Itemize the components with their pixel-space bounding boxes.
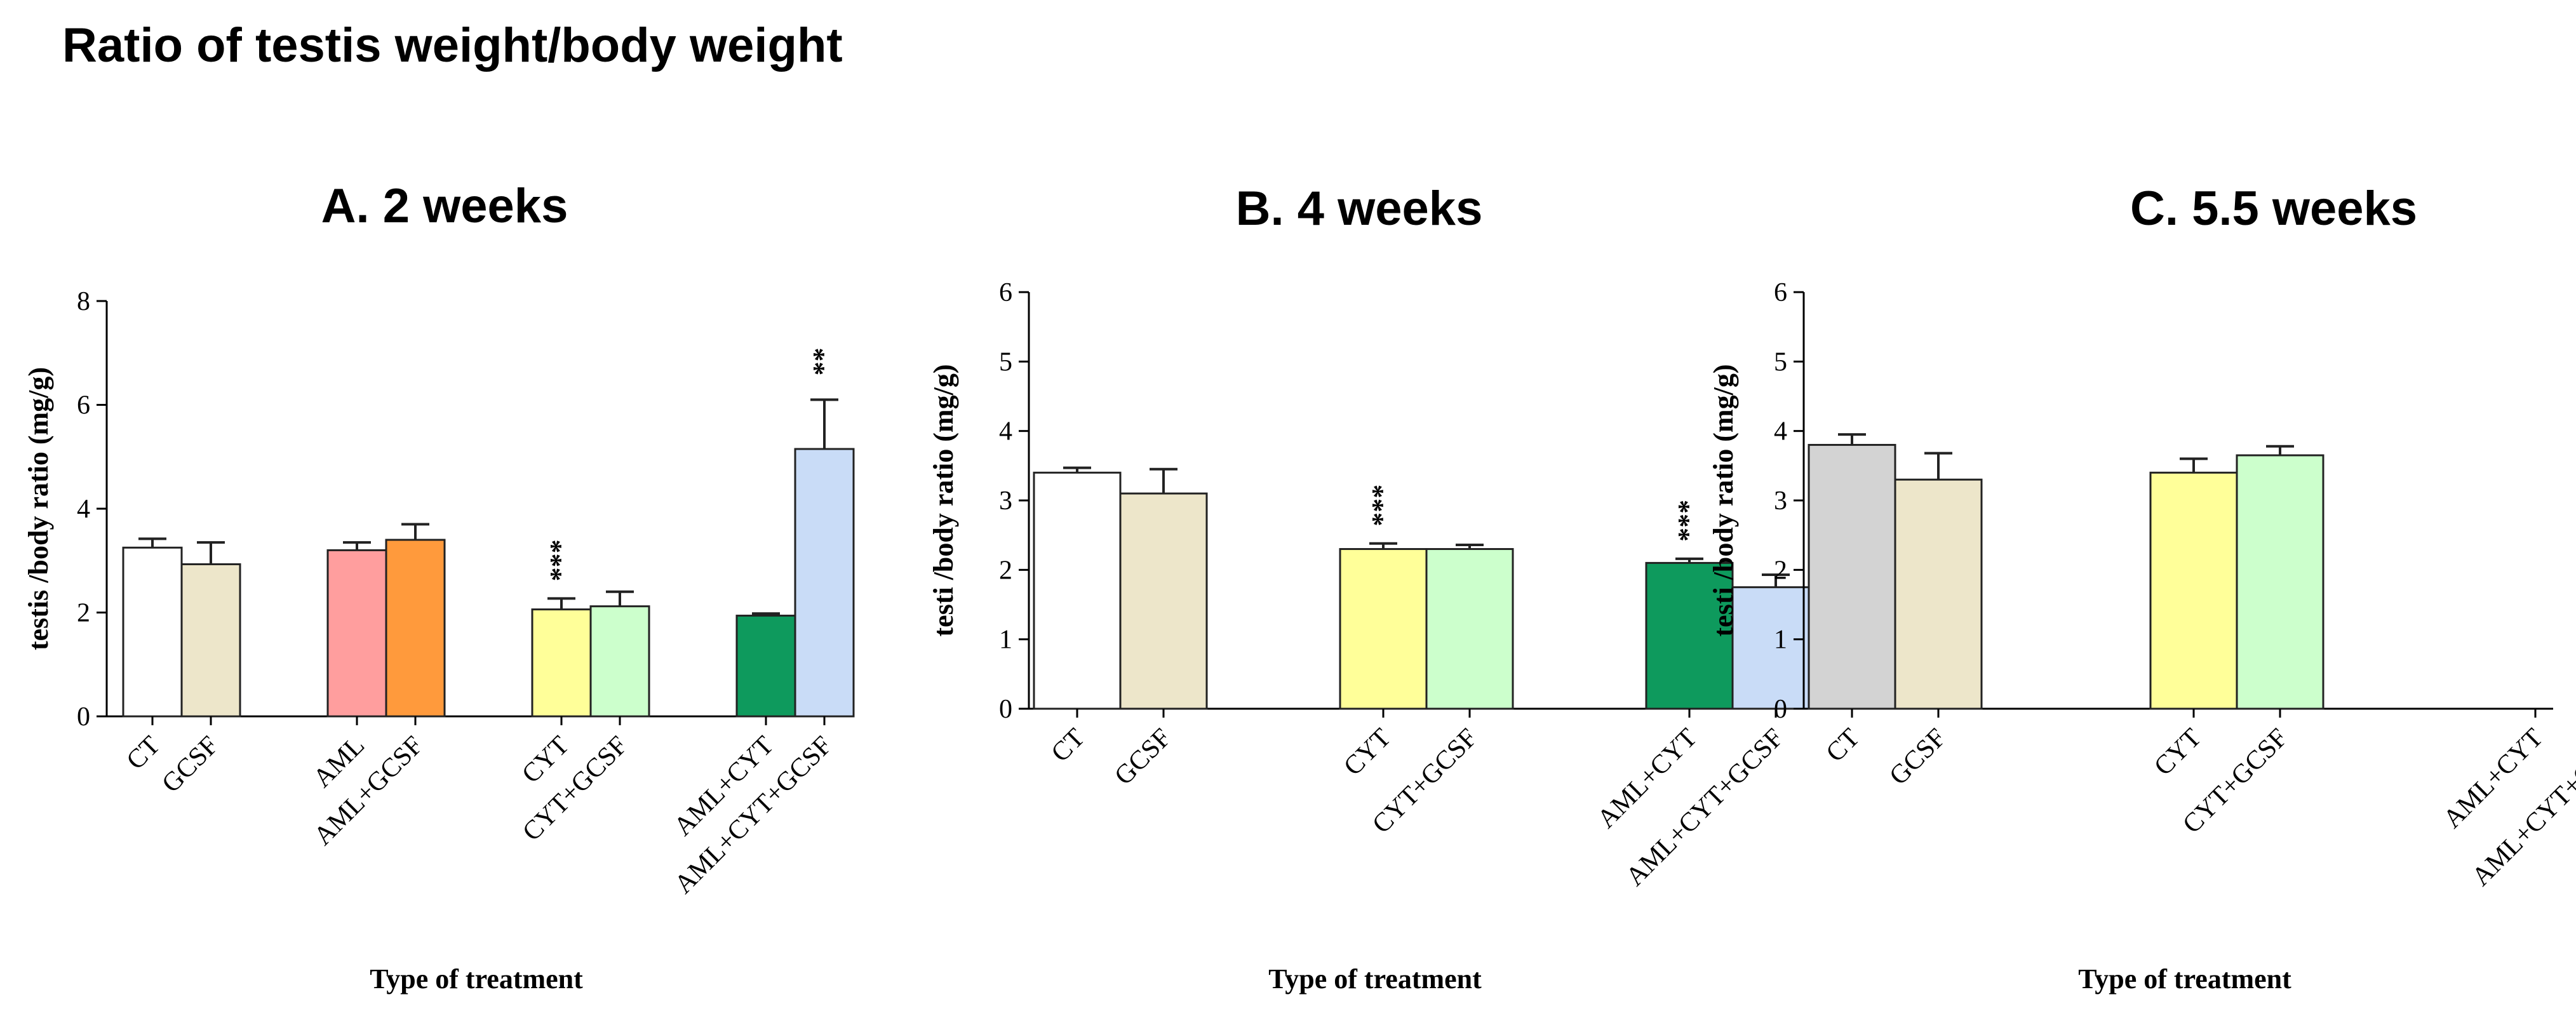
- bar: [1425, 548, 1514, 710]
- chart-title: C. 5.5 weeks: [2130, 182, 2417, 236]
- y-tick-label: 4: [999, 417, 1012, 446]
- bar: [794, 448, 855, 718]
- y-tick-label: 8: [77, 287, 90, 316]
- y-tick-label: 2: [999, 556, 1012, 585]
- bar: [1033, 471, 1122, 710]
- x-category-label: CT: [1821, 723, 1865, 768]
- x-category-label: CT: [1046, 723, 1090, 768]
- chart-panel-2: B. 4 weeks 0 1 2 3 4 5 6 testi /body ratio (mg/g…: [928, 182, 1820, 995]
- y-axis-label: testis /body ratio (mg/g): [23, 367, 54, 650]
- significance-marker: ***: [1672, 500, 1703, 542]
- bar: [589, 605, 650, 718]
- bar: [385, 539, 446, 718]
- x-category-label: CYT: [1338, 723, 1397, 782]
- y-tick-label: 4: [77, 495, 90, 524]
- bar: [326, 549, 387, 718]
- x-category-label: CYT: [2149, 723, 2207, 782]
- chart-panel-3: C. 5.5 weeks 0 1 2 3 4 5 6 testi /body ratio (mg…: [1708, 182, 2576, 995]
- bar: [735, 614, 796, 718]
- x-category-label: AML+CYT+GCSF: [1620, 723, 1789, 892]
- x-category-label: CYT+GCSF: [517, 731, 633, 847]
- y-tick-label: 4: [1774, 417, 1787, 446]
- y-tick-label: 3: [1774, 486, 1787, 516]
- y-tick-label: 0: [999, 695, 1012, 724]
- y-tick-label: 6: [1774, 278, 1787, 307]
- bar: [1339, 548, 1428, 710]
- y-tick-label: 2: [77, 599, 90, 628]
- bar: [1894, 478, 1983, 710]
- significance-marker: ***: [1366, 485, 1397, 526]
- chart-title: B. 4 weeks: [1236, 182, 1483, 236]
- y-tick-label: 3: [999, 486, 1012, 516]
- y-axis-label: testi /body ratio (mg/g): [928, 365, 959, 637]
- x-axis-label: Type of treatment: [1268, 963, 1482, 995]
- x-category-label: CT: [121, 731, 166, 775]
- x-category-label: GCSF: [156, 731, 224, 799]
- x-category-label: GCSF: [1884, 723, 1952, 791]
- bar: [2149, 471, 2238, 710]
- figure-title: Ratio of testis weight/body weight: [62, 18, 843, 72]
- x-axis-label: Type of treatment: [2078, 963, 2291, 995]
- y-tick-label: 0: [1774, 695, 1787, 724]
- bar: [1808, 444, 1896, 710]
- bar: [1119, 492, 1208, 710]
- chart-panel-1: A. 2 weeks 0 2 4 6 8 testis /body ratio (mg/g)…: [23, 179, 855, 995]
- significance-marker: ***: [544, 539, 575, 581]
- significance-marker: **: [807, 347, 838, 375]
- y-tick-label: 6: [77, 391, 90, 420]
- x-axis-label: Type of treatment: [370, 963, 583, 995]
- y-axis-label: testi /body ratio (mg/g): [1708, 365, 1739, 637]
- bar: [531, 608, 592, 718]
- bar: [180, 563, 241, 718]
- y-tick-label: 1: [999, 626, 1012, 655]
- y-tick-label: 5: [1774, 347, 1787, 377]
- y-tick-label: 1: [1774, 626, 1787, 655]
- y-tick-label: 0: [77, 702, 90, 732]
- x-category-label: GCSF: [1109, 723, 1177, 791]
- y-tick-label: 5: [999, 347, 1012, 377]
- chart-title: A. 2 weeks: [321, 179, 568, 233]
- bar: [2236, 454, 2324, 710]
- bar: [122, 546, 183, 718]
- y-tick-label: 2: [1774, 556, 1787, 585]
- y-tick-label: 6: [999, 278, 1012, 307]
